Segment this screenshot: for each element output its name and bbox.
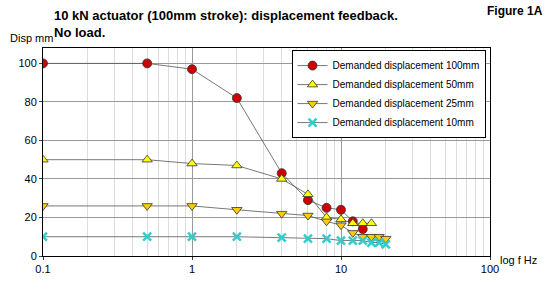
svg-text:Demanded displacement 10mm: Demanded displacement 10mm (333, 117, 474, 128)
svg-text:log f Hz: log f Hz (500, 254, 537, 266)
svg-text:Figure 1A: Figure 1A (487, 4, 543, 18)
svg-text:Demanded displacement 100mm: Demanded displacement 100mm (333, 60, 480, 71)
svg-text:40: 40 (25, 173, 37, 185)
svg-text:Demanded displacement 50mm: Demanded displacement 50mm (333, 79, 474, 90)
svg-text:60: 60 (25, 134, 37, 146)
svg-text:100: 100 (481, 263, 499, 275)
svg-text:1: 1 (189, 263, 195, 275)
svg-text:20: 20 (25, 211, 37, 223)
svg-text:10: 10 (335, 263, 347, 275)
svg-text:Demanded displacement 25mm: Demanded displacement 25mm (333, 98, 474, 109)
svg-text:0.1: 0.1 (35, 263, 50, 275)
svg-text:0: 0 (31, 250, 37, 262)
svg-text:Disp mm: Disp mm (10, 32, 53, 44)
svg-text:80: 80 (25, 96, 37, 108)
svg-text:10 kN actuator (100mm stroke):: 10 kN actuator (100mm stroke): displacem… (54, 8, 398, 40)
svg-text:100: 100 (18, 57, 36, 69)
